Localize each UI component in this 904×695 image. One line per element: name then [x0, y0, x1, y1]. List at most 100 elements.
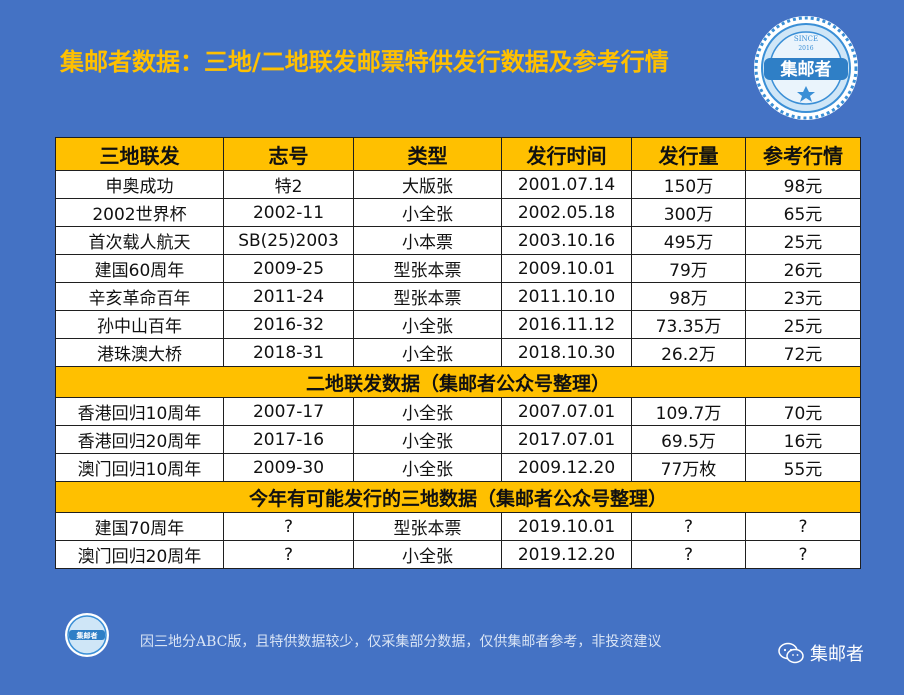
table-row: 建国60周年 2009-25 型张本票 2009.10.01 79万 26元 — [55, 254, 861, 283]
table-cell: 小全张 — [353, 310, 502, 339]
table-cell: 98万 — [631, 282, 746, 311]
table-cell: 2017-16 — [223, 425, 354, 454]
table-cell: 55元 — [745, 453, 861, 482]
table-cell: 2001.07.14 — [501, 170, 632, 199]
table-cell: 2009-30 — [223, 453, 354, 482]
table-cell: 2003.10.16 — [501, 226, 632, 255]
table-cell: 小全张 — [353, 338, 502, 367]
table-cell: 建国70周年 — [55, 512, 224, 541]
section-header-row: 今年有可能发行的三地数据（集邮者公众号整理） — [55, 481, 861, 513]
table-cell: 香港回归20周年 — [55, 425, 224, 454]
section-title: 今年有可能发行的三地数据（集邮者公众号整理） — [55, 481, 861, 513]
column-header: 志号 — [223, 137, 354, 171]
table-cell: 25元 — [745, 310, 861, 339]
table-cell: 2018-31 — [223, 338, 354, 367]
table-cell: SB(25)2003 — [223, 226, 354, 255]
table-cell: 2019.12.20 — [501, 540, 632, 569]
table-cell: 型张本票 — [353, 282, 502, 311]
table-cell: 小全张 — [353, 397, 502, 426]
table-cell: 申奥成功 — [55, 170, 224, 199]
table-cell: 型张本票 — [353, 254, 502, 283]
table-row: 申奥成功 特2 大版张 2001.07.14 150万 98元 — [55, 170, 861, 199]
table-cell: 2009.12.20 — [501, 453, 632, 482]
table-row: 澳门回归10周年 2009-30 小全张 2009.12.20 77万枚 55元 — [55, 453, 861, 482]
table-cell: 69.5万 — [631, 425, 746, 454]
table-cell: 72元 — [745, 338, 861, 367]
watermark-label: 集邮者 — [810, 644, 864, 665]
table-cell: ? — [745, 512, 861, 541]
svg-text:2016: 2016 — [798, 45, 813, 52]
table-cell: 小全张 — [353, 540, 502, 569]
table-cell: 首次载人航天 — [55, 226, 224, 255]
table-cell: 2009.10.01 — [501, 254, 632, 283]
table-cell: 65元 — [745, 198, 861, 227]
table-cell: 2017.07.01 — [501, 425, 632, 454]
table-row: 辛亥革命百年 2011-24 型张本票 2011.10.10 98万 23元 — [55, 282, 861, 311]
table-cell: 25元 — [745, 226, 861, 255]
table-cell: 2011.10.10 — [501, 282, 632, 311]
table-cell: 小全张 — [353, 453, 502, 482]
table-cell: 150万 — [631, 170, 746, 199]
table-row: 香港回归10周年 2007-17 小全张 2007.07.01 109.7万 70元 — [55, 397, 861, 426]
page-title: 集邮者数据：三地/二地联发邮票特供发行数据及参考行情 — [60, 48, 669, 76]
table-cell: 79万 — [631, 254, 746, 283]
table-cell: 2002-11 — [223, 198, 354, 227]
table-cell: 300万 — [631, 198, 746, 227]
table-row: 澳门回归20周年? 小全张 2019.12.20?? — [55, 540, 861, 569]
table-cell: 型张本票 — [353, 512, 502, 541]
small-stamp-logo-icon: 集邮者 — [65, 613, 109, 657]
table-cell: 98元 — [745, 170, 861, 199]
column-header: 发行时间 — [501, 137, 632, 171]
table-cell: 孙中山百年 — [55, 310, 224, 339]
table-cell: ? — [631, 540, 746, 569]
table-cell: 澳门回归10周年 — [55, 453, 224, 482]
section-title: 二地联发数据（集邮者公众号整理） — [55, 366, 861, 398]
table-cell: ? — [745, 540, 861, 569]
table-cell: 26元 — [745, 254, 861, 283]
table-row: 孙中山百年 2016-32 小全张 2016.11.12 73.35万 25元 — [55, 310, 861, 339]
column-header: 类型 — [353, 137, 502, 171]
table-cell: 2011-24 — [223, 282, 354, 311]
table-row: 建国70周年? 型张本票 2019.10.01?? — [55, 512, 861, 541]
table-cell: 2007.07.01 — [501, 397, 632, 426]
table-cell: 小全张 — [353, 198, 502, 227]
table-cell: 辛亥革命百年 — [55, 282, 224, 311]
table-cell: 2018.10.30 — [501, 338, 632, 367]
table-cell: 大版张 — [353, 170, 502, 199]
table-row: 香港回归20周年 2017-16 小全张 2017.07.01 69.5万 16元 — [55, 425, 861, 454]
table-cell: 特2 — [223, 170, 354, 199]
wechat-icon — [778, 642, 804, 664]
table-cell: 2016.11.12 — [501, 310, 632, 339]
table-cell: 23元 — [745, 282, 861, 311]
table-row: 2002世界杯 2002-11 小全张 2002.05.18 300万 65元 — [55, 198, 861, 227]
svg-text:集邮者: 集邮者 — [780, 59, 832, 80]
column-header: 发行量 — [631, 137, 746, 171]
table-cell: 77万枚 — [631, 453, 746, 482]
table-cell: 73.35万 — [631, 310, 746, 339]
table-row: 港珠澳大桥 2018-31 小全张 2018.10.30 26.2万 72元 — [55, 338, 861, 367]
table-row: 首次载人航天 SB(25)2003 小本票 2003.10.16 495万 25元 — [55, 226, 861, 255]
table-cell: 70元 — [745, 397, 861, 426]
table-cell: 港珠澳大桥 — [55, 338, 224, 367]
table-cell: 109.7万 — [631, 397, 746, 426]
table-header-row: 三地联发 志号 类型 发行时间 发行量 参考行情 — [55, 137, 861, 171]
table-cell: 2007-17 — [223, 397, 354, 426]
table-cell: 26.2万 — [631, 338, 746, 367]
table-cell: 16元 — [745, 425, 861, 454]
table-cell: 495万 — [631, 226, 746, 255]
table-cell: ? — [223, 512, 354, 541]
wechat-watermark: 集邮者 — [778, 640, 864, 666]
table-cell: 小本票 — [353, 226, 502, 255]
svg-text:SINCE: SINCE — [794, 35, 818, 43]
table-cell: 2009-25 — [223, 254, 354, 283]
table-cell: 2002.05.18 — [501, 198, 632, 227]
table-cell: 香港回归10周年 — [55, 397, 224, 426]
stamp-logo-icon: SINCE 2016 集邮者 — [754, 16, 858, 120]
table-cell: 建国60周年 — [55, 254, 224, 283]
column-header: 参考行情 — [745, 137, 861, 171]
section-header-row: 二地联发数据（集邮者公众号整理） — [55, 366, 861, 398]
svg-text:集邮者: 集邮者 — [76, 631, 98, 640]
table-cell: 2019.10.01 — [501, 512, 632, 541]
table-cell: 澳门回归20周年 — [55, 540, 224, 569]
stamp-data-table: 三地联发 志号 类型 发行时间 发行量 参考行情 申奥成功 特2 大版张 2001.0… — [55, 137, 861, 569]
